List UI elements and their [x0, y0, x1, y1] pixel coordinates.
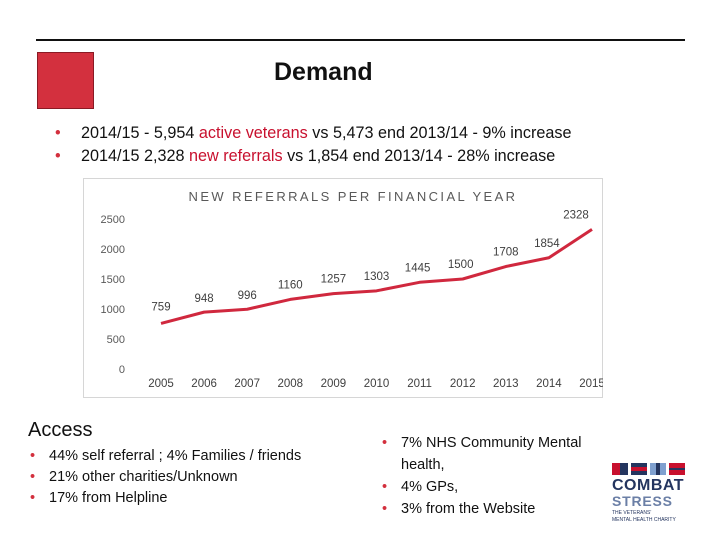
- list-item-text: 4% GPs,: [401, 479, 459, 495]
- referrals-chart: NEW REFERRALS PER FINANCIAL YEAR 0 500 100…: [83, 178, 605, 398]
- bullet-dot: •: [382, 501, 388, 517]
- data-label: 1303: [364, 271, 390, 283]
- logo-line-2: STRESS: [612, 493, 673, 509]
- flag-red-icon: [669, 463, 685, 475]
- referrals-chart-svg: NEW REFERRALS PER FINANCIAL YEAR 0 500 100…: [83, 178, 605, 398]
- y-tick-label: 500: [107, 334, 125, 346]
- flag-red-blue-icon: [612, 463, 628, 475]
- chart-frame: [83, 178, 603, 398]
- demand-bullets: • 2014/15 - 5,954 active veterans vs 5,47…: [55, 122, 571, 168]
- bullet-dot: •: [382, 479, 388, 495]
- x-tick-label: 2007: [234, 378, 260, 390]
- bullet-text-pre: 2014/15 2,328: [81, 147, 190, 165]
- data-label: 948: [195, 293, 214, 305]
- list-item: • 4% GPs,: [382, 476, 622, 498]
- access-right-list: • 7% NHS Community Mental health, • 4% GPs…: [382, 432, 622, 520]
- x-tick-label: 2015: [579, 378, 603, 390]
- list-item-text: 17% from Helpline: [49, 490, 168, 506]
- chart-title: NEW REFERRALS PER FINANCIAL YEAR: [189, 189, 518, 204]
- x-tick-label: 2013: [493, 378, 519, 390]
- bullet-dot: •: [382, 435, 388, 451]
- logo-flags: [612, 463, 686, 475]
- data-label: 759: [151, 301, 170, 313]
- bullet-dot: •: [30, 448, 36, 464]
- flag-light-blue-icon: [650, 463, 666, 475]
- y-tick-label: 0: [119, 364, 125, 376]
- data-label: 1500: [448, 259, 474, 271]
- list-item: • 44% self referral ; 4% Families / frien…: [30, 446, 301, 467]
- bullet-dot: •: [30, 490, 36, 506]
- data-label: 1445: [405, 262, 431, 274]
- x-tick-label: 2009: [321, 378, 347, 390]
- bullet-highlight: active veterans: [198, 124, 308, 142]
- x-tick-label: 2008: [278, 378, 304, 390]
- bullet-active-veterans: • 2014/15 - 5,954 active veterans vs 5,47…: [55, 122, 571, 145]
- x-tick-label: 2011: [407, 378, 432, 390]
- access-left-list: • 44% self referral ; 4% Families / frien…: [30, 446, 301, 509]
- data-label: 2328: [563, 209, 589, 221]
- bullet-highlight: new referrals: [189, 147, 283, 165]
- x-tick-label: 2006: [191, 378, 217, 390]
- series-line: [160, 228, 593, 325]
- slide-title: Demand: [274, 58, 373, 86]
- red-square-decoration: [37, 52, 94, 109]
- list-item: • 7% NHS Community Mental health,: [382, 432, 622, 476]
- list-item-text: 44% self referral ; 4% Families / friend…: [49, 448, 302, 464]
- data-label: 1160: [278, 279, 303, 291]
- x-tick-label: 2012: [450, 378, 476, 390]
- top-rule: [36, 39, 685, 41]
- logo-line-1: COMBAT: [612, 477, 685, 494]
- list-item-text: 3% from the Website: [401, 501, 536, 517]
- data-label: 1854: [534, 238, 560, 250]
- y-tick-label: 2000: [101, 244, 125, 256]
- data-label: 1257: [321, 274, 347, 286]
- data-label: 1708: [493, 247, 519, 259]
- x-tick-label: 2010: [364, 378, 390, 390]
- logo-line-3a: THE VETERANS': [612, 510, 652, 516]
- logo-line-3b: MENTAL HEALTH CHARITY: [612, 517, 676, 523]
- bullet-new-referrals: • 2014/15 2,328 new referrals vs 1,854 en…: [55, 145, 571, 168]
- combat-stress-logo: COMBAT STRESS THE VETERANS' MENTAL HEALT…: [612, 463, 686, 529]
- list-item: • 21% other charities/Unknown: [30, 467, 301, 488]
- list-item: • 17% from Helpline: [30, 488, 301, 509]
- flag-blue-red-icon: [631, 463, 647, 475]
- y-tick-label: 1000: [101, 304, 125, 316]
- list-item-text: 21% other charities/Unknown: [49, 469, 238, 485]
- bullet-dot: •: [30, 469, 36, 485]
- data-label: 996: [238, 290, 257, 302]
- y-tick-label: 2500: [101, 214, 125, 226]
- list-item: • 3% from the Website: [382, 498, 622, 520]
- bullet-text-post: vs 5,473 end 2013/14 - 9% increase: [307, 124, 572, 142]
- bullet-dot: •: [55, 147, 61, 165]
- x-tick-label: 2014: [536, 378, 562, 390]
- access-title: Access: [28, 419, 93, 441]
- y-tick-label: 1500: [101, 274, 125, 286]
- x-tick-label: 2005: [148, 378, 174, 390]
- list-item-text: 7% NHS Community Mental health,: [401, 435, 582, 473]
- bullet-text-pre: 2014/15 - 5,954: [81, 124, 199, 142]
- bullet-text-post: vs 1,854 end 2013/14 - 28% increase: [282, 147, 556, 165]
- bullet-dot: •: [55, 124, 61, 142]
